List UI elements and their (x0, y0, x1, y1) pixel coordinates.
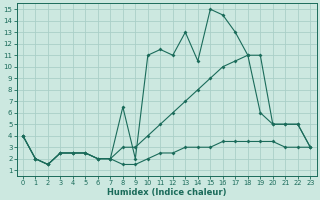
X-axis label: Humidex (Indice chaleur): Humidex (Indice chaleur) (107, 188, 226, 197)
